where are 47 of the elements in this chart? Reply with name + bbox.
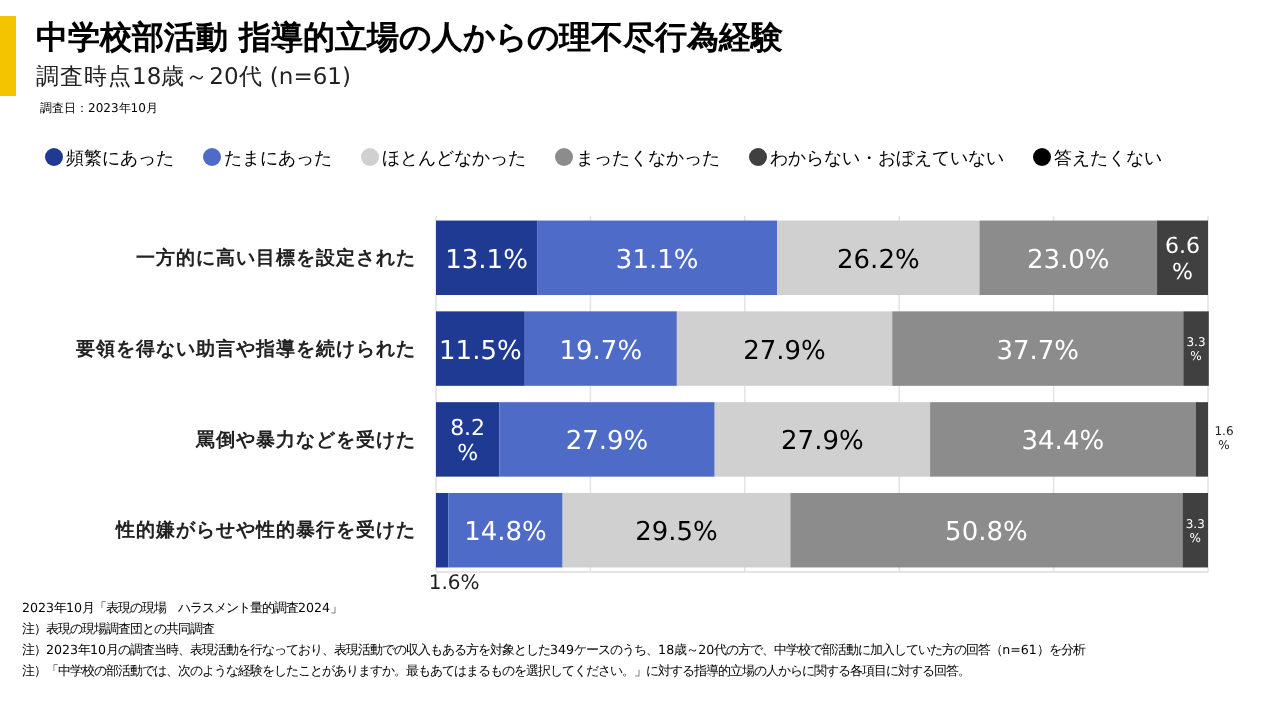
bar — [448, 492, 563, 568]
bar — [714, 402, 931, 477]
text: 調査時点18歳～20代 (n=61) — [36, 62, 351, 90]
legend-label: 答えたくない — [1054, 148, 1162, 170]
data-label: 50.8% — [945, 518, 1028, 549]
y-tick-label: 一方的に高い目標を設定された — [136, 245, 416, 270]
data-label: 14.8% — [464, 518, 547, 549]
legend-label: まったくなかった — [576, 150, 720, 170]
y-tick-label: 性的嫌がらせや性的暴行を受けた — [114, 518, 416, 543]
data-label: 27.9% — [565, 427, 649, 458]
bar — [537, 220, 778, 296]
legend-label: ほとんどなかった — [382, 150, 526, 170]
bar — [562, 492, 791, 568]
bar — [1195, 402, 1208, 477]
data-label: 29.5% — [635, 518, 718, 549]
data-label: 8.2% — [450, 415, 486, 467]
chart-title: 中学校部活動 指導的立場の人からの理不尽行為経験 — [36, 18, 786, 56]
bar — [892, 311, 1184, 386]
data-label: 1.6% — [428, 573, 480, 596]
bar — [436, 311, 525, 386]
data-label: 27.9% — [743, 336, 826, 367]
legend-label: たまにあった — [224, 150, 332, 170]
y-tick-label: 罵倒や暴力などを受けた — [194, 427, 416, 452]
legend-label: 頻繁にあった — [66, 148, 174, 170]
bar — [499, 402, 715, 477]
data-label: 26.2% — [837, 245, 920, 276]
data-label: 34.4% — [1021, 427, 1105, 458]
data-label: 13.1% — [445, 245, 528, 276]
bar — [979, 220, 1158, 296]
bar — [777, 220, 980, 296]
bar — [436, 220, 538, 296]
data-label: 31.1% — [615, 245, 699, 276]
legend-label: わからない・おぼえていない — [770, 150, 1004, 170]
data-label: 11.5% — [439, 336, 522, 367]
bar — [790, 492, 1183, 568]
bar — [1183, 311, 1209, 386]
bar — [524, 311, 677, 386]
bar — [436, 492, 449, 568]
bar — [436, 402, 500, 477]
bar — [676, 311, 893, 386]
data-label: 27.9% — [781, 427, 864, 458]
data-label: 19.7% — [559, 336, 643, 367]
data-label: 23.0% — [1026, 245, 1110, 276]
data-label: 37.7% — [996, 336, 1080, 367]
bar — [930, 402, 1196, 477]
data-label: 6.6% — [1165, 233, 1201, 285]
y-tick-label: 要領を得ない助言や指導を続けられた — [74, 336, 416, 361]
